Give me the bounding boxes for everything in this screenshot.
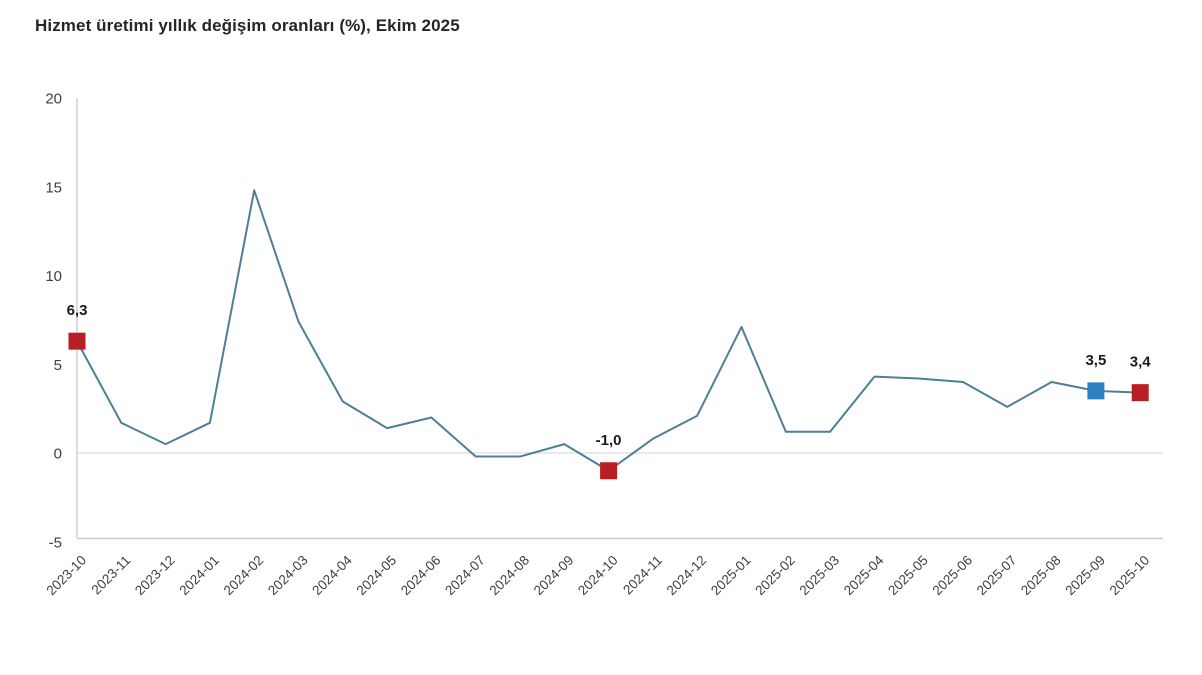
y-tick-label: 10 xyxy=(45,268,62,285)
x-tick-label: 2024-02 xyxy=(221,553,267,599)
x-tick-label: 2024-03 xyxy=(265,553,311,599)
x-tick-label: 2024-01 xyxy=(176,553,222,599)
point-label-2025-10: 3,4 xyxy=(1130,354,1152,371)
x-tick-label: 2024-04 xyxy=(309,552,355,598)
x-tick-label: 2024-08 xyxy=(486,553,532,599)
x-tick-label: 2023-10 xyxy=(43,553,89,599)
x-tick-label: 2025-06 xyxy=(929,553,975,599)
x-tick-label: 2024-10 xyxy=(575,553,621,599)
point-label-2024-10: -1,0 xyxy=(596,432,622,449)
marker-2025-09 xyxy=(1087,382,1105,400)
point-label-2025-09: 3,5 xyxy=(1085,352,1106,369)
y-tick-label: 0 xyxy=(54,446,62,463)
x-tick-label: 2024-05 xyxy=(354,553,400,599)
x-tick-label: 2025-05 xyxy=(885,553,931,599)
x-tick-label: 2025-08 xyxy=(1018,553,1064,599)
y-tick-label: -5 xyxy=(49,534,62,551)
x-tick-label: 2024-09 xyxy=(531,553,577,599)
x-tick-label: 2025-04 xyxy=(841,552,887,598)
x-tick-label: 2025-01 xyxy=(708,553,754,599)
series-line xyxy=(76,189,1141,472)
y-tick-label: 5 xyxy=(54,357,62,374)
x-tick-label: 2025-02 xyxy=(752,553,798,599)
x-tick-label: 2025-03 xyxy=(797,553,843,599)
x-tick-label: 2023-12 xyxy=(132,553,178,599)
y-tick-label: 15 xyxy=(45,179,62,196)
x-tick-label: 2025-07 xyxy=(974,553,1020,599)
x-tick-label: 2025-10 xyxy=(1107,553,1153,599)
marker-2023-10 xyxy=(68,332,86,350)
chart-title: Hizmet üretimi yıllık değişim oranları (… xyxy=(35,16,460,35)
marker-2025-10 xyxy=(1131,384,1149,402)
x-tick-label: 2024-06 xyxy=(398,553,444,599)
marker-2024-10 xyxy=(600,462,618,480)
x-tick-label: 2025-09 xyxy=(1062,553,1108,599)
x-tick-label: 2024-12 xyxy=(664,553,710,599)
x-tick-label: 2024-07 xyxy=(442,553,488,599)
point-label-2023-10: 6,3 xyxy=(67,302,88,319)
x-tick-label: 2024-11 xyxy=(620,553,665,598)
y-tick-label: 20 xyxy=(45,91,62,108)
x-tick-label: 2023-11 xyxy=(88,553,133,598)
